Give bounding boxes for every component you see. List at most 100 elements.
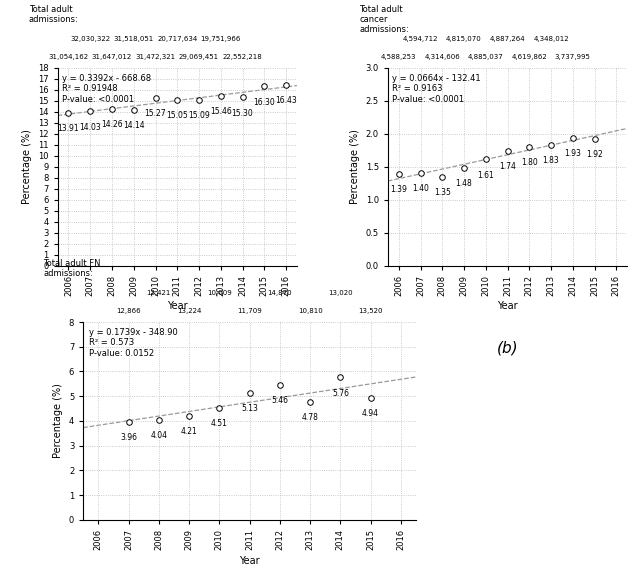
Text: 4,594,712: 4,594,712 bbox=[403, 36, 438, 42]
Text: 4,887,264: 4,887,264 bbox=[490, 36, 525, 42]
Text: 14.14: 14.14 bbox=[123, 121, 145, 131]
Y-axis label: Percentage (%): Percentage (%) bbox=[22, 129, 33, 204]
Text: 3,737,995: 3,737,995 bbox=[555, 54, 591, 60]
Text: (a): (a) bbox=[166, 341, 188, 356]
Point bbox=[154, 415, 164, 424]
Text: 16.43: 16.43 bbox=[275, 96, 297, 105]
Text: 14.03: 14.03 bbox=[79, 123, 101, 132]
Point bbox=[216, 91, 226, 100]
Text: 4,348,012: 4,348,012 bbox=[533, 36, 569, 42]
Text: 20,717,634: 20,717,634 bbox=[157, 36, 197, 42]
X-axis label: Year: Year bbox=[239, 555, 260, 565]
Text: 1.35: 1.35 bbox=[434, 188, 451, 197]
Point bbox=[281, 81, 291, 90]
Text: 1.92: 1.92 bbox=[586, 150, 603, 159]
Text: 31,647,012: 31,647,012 bbox=[92, 54, 132, 60]
Text: 12,866: 12,866 bbox=[116, 308, 141, 314]
Text: 32,030,322: 32,030,322 bbox=[70, 36, 110, 42]
Text: 4.51: 4.51 bbox=[211, 419, 228, 428]
Text: 4.78: 4.78 bbox=[301, 413, 319, 421]
Text: 13,520: 13,520 bbox=[358, 308, 383, 314]
Point bbox=[546, 141, 556, 150]
Text: 31,472,321: 31,472,321 bbox=[136, 54, 175, 60]
Text: 3.96: 3.96 bbox=[120, 433, 137, 442]
Text: (b): (b) bbox=[497, 341, 518, 356]
Text: 4,815,070: 4,815,070 bbox=[446, 36, 482, 42]
Text: 4,588,253: 4,588,253 bbox=[381, 54, 417, 60]
Text: 4.04: 4.04 bbox=[150, 431, 167, 440]
Point bbox=[415, 169, 426, 178]
Text: 19,751,966: 19,751,966 bbox=[200, 36, 241, 42]
Text: 4,314,606: 4,314,606 bbox=[424, 54, 460, 60]
Text: 12,421: 12,421 bbox=[147, 290, 171, 297]
Point bbox=[124, 418, 134, 427]
Point bbox=[481, 155, 491, 164]
Point bbox=[85, 107, 95, 116]
Text: y = 0.0664x - 132.41
R² = 0.9163
P-value: <0.0001: y = 0.0664x - 132.41 R² = 0.9163 P-value… bbox=[392, 74, 481, 103]
Text: 4,885,037: 4,885,037 bbox=[468, 54, 504, 60]
Point bbox=[172, 95, 182, 105]
Text: 14,870: 14,870 bbox=[268, 290, 292, 297]
Point bbox=[184, 411, 194, 420]
Point bbox=[275, 380, 285, 389]
Text: Total adult
admissions:: Total adult admissions: bbox=[29, 5, 79, 24]
Point bbox=[502, 146, 513, 155]
Point bbox=[524, 142, 534, 151]
X-axis label: Year: Year bbox=[497, 301, 518, 311]
Text: 5.76: 5.76 bbox=[332, 389, 349, 398]
Text: 11,709: 11,709 bbox=[237, 308, 262, 314]
Text: 14.26: 14.26 bbox=[101, 120, 123, 129]
Point bbox=[244, 389, 255, 398]
Text: 4.94: 4.94 bbox=[362, 409, 379, 418]
Text: 4.21: 4.21 bbox=[180, 427, 198, 436]
Text: 15.09: 15.09 bbox=[188, 111, 210, 120]
Text: 1.74: 1.74 bbox=[499, 162, 516, 171]
Text: 13,224: 13,224 bbox=[177, 308, 201, 314]
Point bbox=[459, 163, 469, 172]
Text: 15.27: 15.27 bbox=[145, 109, 166, 118]
Text: y = 0.1739x - 348.90
R² = 0.573
P-value: 0.0152: y = 0.1739x - 348.90 R² = 0.573 P-value:… bbox=[89, 328, 178, 358]
Point bbox=[194, 95, 204, 105]
Point bbox=[259, 82, 269, 91]
Text: 10,810: 10,810 bbox=[298, 308, 323, 314]
Text: 1.39: 1.39 bbox=[390, 185, 407, 194]
Text: 31,054,162: 31,054,162 bbox=[49, 54, 88, 60]
Y-axis label: Percentage (%): Percentage (%) bbox=[53, 384, 63, 458]
Text: 15.46: 15.46 bbox=[210, 107, 232, 116]
Text: 1.93: 1.93 bbox=[564, 149, 581, 158]
Text: 1.83: 1.83 bbox=[543, 156, 559, 165]
Text: 15.30: 15.30 bbox=[232, 108, 253, 118]
Point bbox=[568, 134, 578, 143]
Text: 29,069,451: 29,069,451 bbox=[179, 54, 219, 60]
Text: 31,518,051: 31,518,051 bbox=[114, 36, 154, 42]
Point bbox=[305, 397, 316, 406]
Text: Total adult
cancer
admissions:: Total adult cancer admissions: bbox=[359, 5, 409, 34]
Point bbox=[589, 134, 600, 144]
Text: 1.80: 1.80 bbox=[521, 158, 538, 167]
Text: 15.05: 15.05 bbox=[166, 111, 188, 120]
Point bbox=[335, 373, 346, 382]
Point bbox=[394, 170, 404, 179]
Text: 1.40: 1.40 bbox=[412, 184, 429, 193]
Text: 5.13: 5.13 bbox=[241, 404, 258, 413]
Text: 22,552,218: 22,552,218 bbox=[223, 54, 262, 60]
Text: 13,020: 13,020 bbox=[328, 290, 353, 297]
Point bbox=[150, 93, 161, 102]
Text: Total adult FN
admissions:: Total adult FN admissions: bbox=[44, 259, 100, 278]
Y-axis label: Percentage (%): Percentage (%) bbox=[350, 129, 360, 204]
Text: 10,009: 10,009 bbox=[207, 290, 232, 297]
Point bbox=[129, 106, 139, 115]
Text: 4,619,862: 4,619,862 bbox=[511, 54, 547, 60]
Point bbox=[237, 93, 248, 102]
Text: 1.61: 1.61 bbox=[477, 171, 494, 180]
Point bbox=[63, 108, 74, 118]
X-axis label: Year: Year bbox=[167, 301, 188, 311]
Point bbox=[107, 105, 117, 114]
Text: 16.30: 16.30 bbox=[253, 98, 275, 107]
Text: 1.48: 1.48 bbox=[456, 179, 472, 188]
Point bbox=[365, 393, 376, 402]
Point bbox=[214, 404, 225, 413]
Text: y = 0.3392x - 668.68
R² = 0.91948
P-value: <0.0001: y = 0.3392x - 668.68 R² = 0.91948 P-valu… bbox=[62, 74, 151, 103]
Point bbox=[437, 172, 447, 181]
Text: 13.91: 13.91 bbox=[58, 124, 79, 133]
